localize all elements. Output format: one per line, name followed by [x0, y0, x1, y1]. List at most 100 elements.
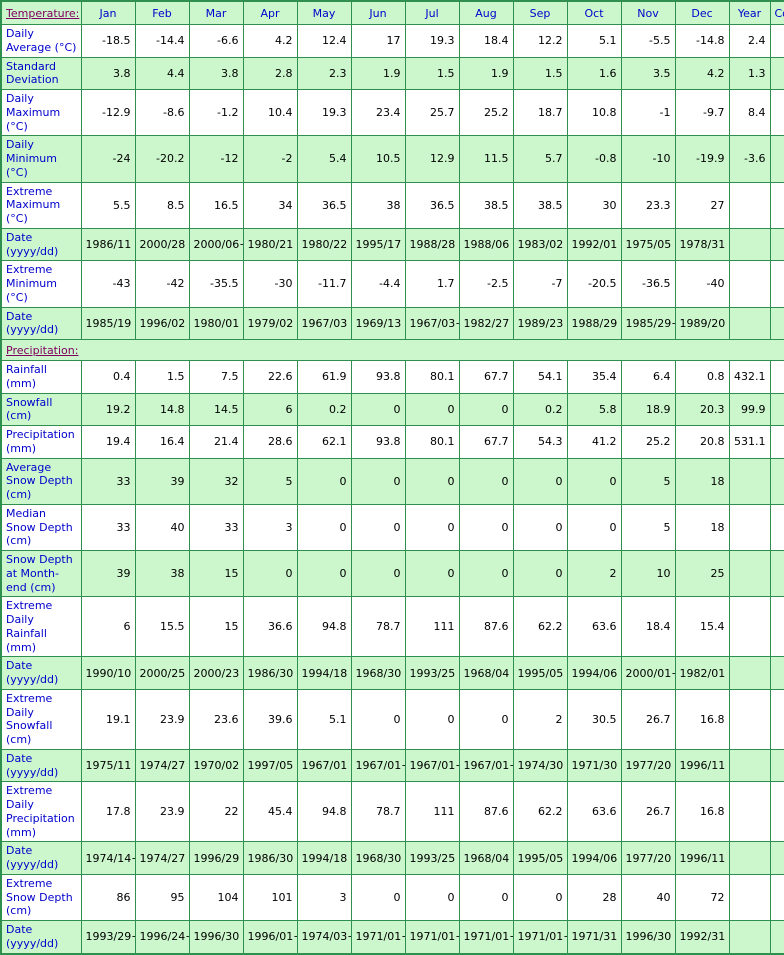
cell-feb: 1.5 — [134, 360, 190, 394]
cell-jan: 3.8 — [80, 56, 136, 90]
cell-jul: 0 — [404, 392, 460, 426]
cell-code: A — [769, 503, 784, 552]
cell-year: 432.1 — [728, 360, 771, 394]
cell-jul: 80.1 — [404, 360, 460, 394]
cell-jul: 0 — [404, 873, 460, 922]
cell-oct: 5.1 — [566, 24, 622, 58]
cell-jul: 0 — [404, 549, 460, 598]
row-label: Extreme Daily Snowfall (cm) — [0, 688, 82, 750]
cell-sep: 38.5 — [512, 181, 568, 229]
cell-aug: 67.7 — [458, 425, 514, 459]
cell-sep: 0.2 — [512, 392, 568, 426]
cell-year: 99.9 — [728, 392, 771, 426]
cell-may: 0 — [296, 503, 352, 552]
row-label: Snowfall (cm) — [0, 392, 82, 426]
cell-aug: 0 — [458, 503, 514, 552]
cell-sep: 1971/01+ — [512, 920, 568, 954]
cell-mar: 22 — [188, 781, 244, 843]
table-row: Standard Deviation 3.8 4.4 3.8 2.8 2.3 1.9 1.5 1… — [0, 56, 784, 90]
cell-year — [728, 457, 771, 505]
row-label: Date (yyyy/dd) — [0, 920, 82, 954]
column-header-may: May — [296, 0, 352, 25]
cell-may: 94.8 — [296, 781, 352, 843]
cell-dec: 1989/20 — [674, 306, 730, 340]
row-label: Daily Average (°C) — [0, 24, 82, 58]
cell-jul: 1967/03+ — [404, 306, 460, 340]
cell-apr: 34 — [242, 181, 298, 229]
cell-feb: 1974/27 — [134, 841, 190, 875]
cell-sep: 1974/30 — [512, 748, 568, 783]
cell-nov: 6.4 — [620, 360, 676, 394]
cell-mar: 1996/30 — [188, 920, 244, 954]
cell-oct: 5.8 — [566, 392, 622, 426]
cell-mar: 104 — [188, 873, 244, 922]
cell-year — [728, 873, 771, 922]
cell-aug: 1968/04 — [458, 656, 514, 690]
cell-mar: 15 — [188, 549, 244, 598]
cell-jul: 111 — [404, 781, 460, 843]
cell-code: A — [769, 457, 784, 505]
cell-sep: 12.2 — [512, 24, 568, 58]
cell-feb: 38 — [134, 549, 190, 598]
cell-mar: -1.2 — [188, 88, 244, 137]
cell-jan: 1986/11 — [80, 227, 136, 262]
cell-feb: -14.4 — [134, 24, 190, 58]
cell-aug: 38.5 — [458, 181, 514, 229]
row-label: Date (yyyy/dd) — [0, 656, 82, 690]
table-row: Daily Average (°C) -18.5 -14.4 -6.6 4.2 12.4 1… — [0, 24, 784, 58]
cell-nov: -10 — [620, 135, 676, 183]
row-label: Extreme Daily Rainfall (mm) — [0, 596, 82, 658]
cell-dec: 20.8 — [674, 425, 730, 459]
cell-may: 0.2 — [296, 392, 352, 426]
cell-may: -11.7 — [296, 260, 352, 308]
cell-oct: 35.4 — [566, 360, 622, 394]
cell-dec: 1992/31 — [674, 920, 730, 954]
section-title-temperature: Temperature: — [0, 0, 82, 25]
cell-jan: 6 — [80, 596, 136, 658]
cell-aug: 67.7 — [458, 360, 514, 394]
cell-nov: -5.5 — [620, 24, 676, 58]
cell-may: 5.4 — [296, 135, 352, 183]
column-header-sep: Sep — [512, 0, 568, 25]
cell-jan: 1990/10 — [80, 656, 136, 690]
cell-jul: 36.5 — [404, 181, 460, 229]
cell-jun: 17 — [350, 24, 406, 58]
cell-jul: 0 — [404, 503, 460, 552]
cell-jul: 80.1 — [404, 425, 460, 459]
cell-may: 62.1 — [296, 425, 352, 459]
cell-jan: 5.5 — [80, 181, 136, 229]
cell-jun: 0 — [350, 457, 406, 505]
cell-jan: 1975/11 — [80, 748, 136, 783]
table-row: Snowfall (cm) 19.2 14.8 14.5 6 0.2 0 0 0 0.2 5.8 18… — [0, 392, 784, 426]
column-header-apr: Apr — [242, 0, 298, 25]
row-label: Date (yyyy/dd) — [0, 841, 82, 875]
column-header-jul: Jul — [404, 0, 460, 25]
cell-may: 1994/18 — [296, 841, 352, 875]
cell-oct: 10.8 — [566, 88, 622, 137]
cell-dec: 16.8 — [674, 688, 730, 750]
cell-may: 0 — [296, 457, 352, 505]
cell-year — [728, 227, 771, 262]
cell-code: A — [769, 24, 784, 58]
cell-feb: 95 — [134, 873, 190, 922]
cell-jun: 23.4 — [350, 88, 406, 137]
cell-year — [728, 748, 771, 783]
cell-sep: 54.3 — [512, 425, 568, 459]
cell-aug: 1971/01+ — [458, 920, 514, 954]
cell-jan: 39 — [80, 549, 136, 598]
row-label: Date (yyyy/dd) — [0, 227, 82, 262]
cell-aug: 1982/27 — [458, 306, 514, 340]
cell-may: 61.9 — [296, 360, 352, 394]
cell-feb: -20.2 — [134, 135, 190, 183]
cell-code — [769, 227, 784, 262]
table-row: Daily Minimum (°C) -24 -20.2 -12 -2 5.4 10.5 12… — [0, 135, 784, 183]
cell-jun: 1971/01+ — [350, 920, 406, 954]
cell-feb: 4.4 — [134, 56, 190, 90]
cell-year — [728, 841, 771, 875]
cell-aug: 18.4 — [458, 24, 514, 58]
cell-jul: 25.7 — [404, 88, 460, 137]
cell-apr: 22.6 — [242, 360, 298, 394]
column-header-mar: Mar — [188, 0, 244, 25]
cell-oct: 1994/06 — [566, 841, 622, 875]
cell-jan: 19.2 — [80, 392, 136, 426]
